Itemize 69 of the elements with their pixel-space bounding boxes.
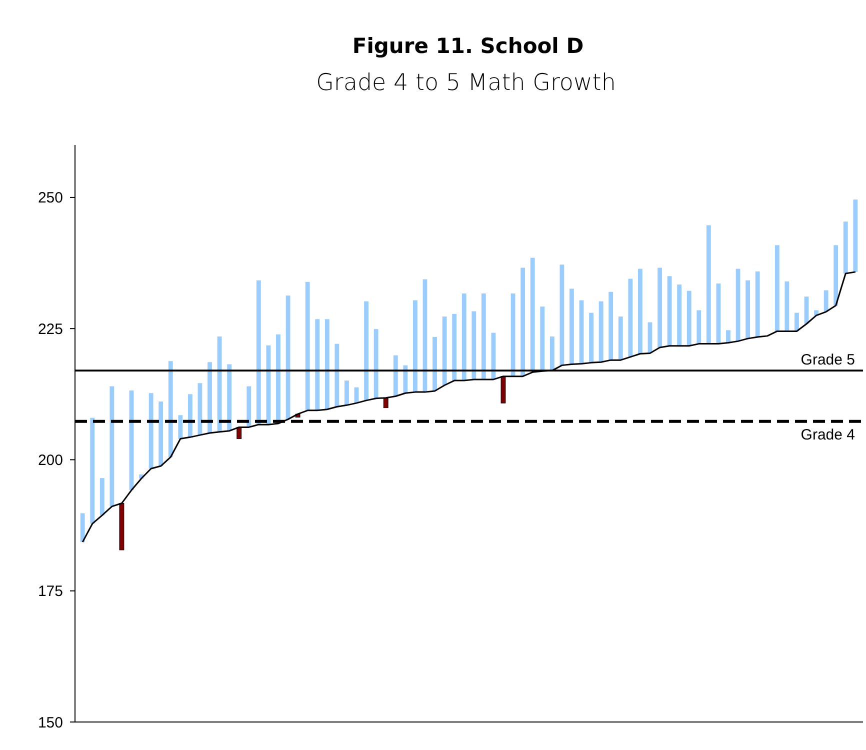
y-tick-label: 225 — [38, 320, 63, 338]
chart-subtitle: Grade 4 to 5 Math Growth — [316, 70, 616, 96]
bar — [256, 280, 261, 425]
bar — [628, 278, 633, 357]
bar — [540, 306, 545, 372]
bar — [658, 268, 662, 348]
bar — [80, 513, 85, 542]
bar — [726, 330, 730, 343]
ref-line-label: Grade 5 — [800, 352, 855, 369]
bar — [500, 376, 506, 404]
bar — [374, 329, 378, 398]
bar — [403, 365, 408, 394]
bar — [344, 380, 349, 406]
bar — [227, 364, 232, 431]
ref-line-label: Grade 4 — [800, 426, 855, 444]
bar — [462, 293, 466, 381]
bar — [110, 386, 114, 506]
bar — [784, 281, 790, 332]
bar — [100, 478, 104, 516]
bar — [667, 276, 672, 346]
bar — [208, 362, 212, 433]
bar — [608, 292, 614, 360]
bar — [716, 283, 721, 344]
bar — [853, 200, 858, 272]
bar — [481, 293, 486, 380]
bar — [638, 268, 642, 354]
y-tick-label: 175 — [38, 583, 63, 600]
y-tick-label: 200 — [38, 452, 63, 469]
bar — [393, 355, 398, 396]
bar — [794, 312, 799, 332]
bar — [158, 402, 164, 466]
bar — [315, 319, 320, 410]
bar — [412, 300, 418, 392]
y-tick-label: 150 — [38, 714, 63, 732]
bar — [334, 344, 340, 407]
bar — [550, 336, 554, 371]
bar — [520, 268, 526, 376]
bar — [746, 280, 750, 339]
bar — [843, 222, 848, 274]
bar — [686, 290, 692, 346]
chart-title: Figure 11. School D — [352, 34, 584, 58]
bar — [589, 312, 594, 363]
bar — [383, 398, 388, 408]
bar — [432, 336, 437, 392]
bar — [246, 386, 252, 428]
bar — [472, 311, 476, 380]
bar — [834, 245, 838, 306]
bar — [570, 288, 574, 364]
bar — [774, 245, 780, 332]
bar — [178, 415, 183, 439]
bar — [452, 314, 457, 381]
bar — [706, 225, 711, 344]
bar — [364, 301, 368, 400]
bar — [168, 361, 173, 458]
bar — [755, 271, 760, 337]
bar — [148, 393, 154, 469]
bar — [530, 258, 535, 372]
bar — [824, 290, 828, 312]
bar — [618, 316, 623, 360]
bar — [90, 418, 95, 524]
bar — [188, 394, 192, 438]
bar — [305, 282, 310, 410]
bar — [560, 264, 564, 366]
bar — [696, 310, 702, 344]
y-tick-label: 250 — [38, 190, 63, 207]
bar — [236, 426, 242, 439]
bar — [324, 319, 330, 410]
bar — [677, 284, 682, 346]
bar — [598, 301, 604, 362]
